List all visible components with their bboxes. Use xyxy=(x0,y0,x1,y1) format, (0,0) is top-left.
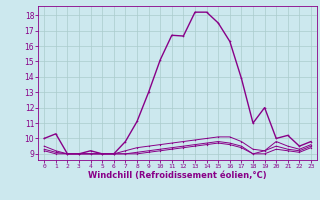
X-axis label: Windchill (Refroidissement éolien,°C): Windchill (Refroidissement éolien,°C) xyxy=(88,171,267,180)
